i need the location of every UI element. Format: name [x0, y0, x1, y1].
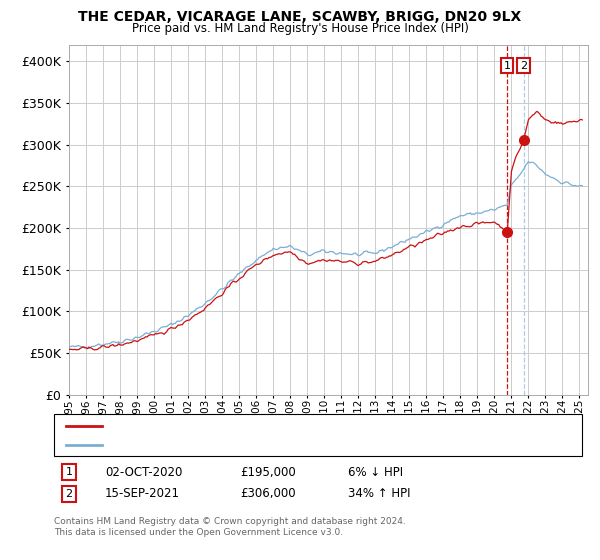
- Text: £306,000: £306,000: [240, 487, 296, 501]
- Text: THE CEDAR, VICARAGE LANE, SCAWBY, BRIGG, DN20 9LX (detached house): THE CEDAR, VICARAGE LANE, SCAWBY, BRIGG,…: [108, 421, 502, 431]
- Text: 2: 2: [65, 489, 73, 499]
- Text: 1: 1: [503, 60, 511, 71]
- Text: 15-SEP-2021: 15-SEP-2021: [105, 487, 180, 501]
- Text: 02-OCT-2020: 02-OCT-2020: [105, 465, 182, 479]
- Text: THE CEDAR, VICARAGE LANE, SCAWBY, BRIGG, DN20 9LX: THE CEDAR, VICARAGE LANE, SCAWBY, BRIGG,…: [79, 10, 521, 24]
- Text: £195,000: £195,000: [240, 465, 296, 479]
- Text: 6% ↓ HPI: 6% ↓ HPI: [348, 465, 403, 479]
- Text: 34% ↑ HPI: 34% ↑ HPI: [348, 487, 410, 501]
- Text: Contains HM Land Registry data © Crown copyright and database right 2024.
This d: Contains HM Land Registry data © Crown c…: [54, 517, 406, 537]
- Text: HPI: Average price, detached house, North Lincolnshire: HPI: Average price, detached house, Nort…: [108, 440, 396, 450]
- Text: 1: 1: [65, 467, 73, 477]
- Text: 2: 2: [520, 60, 527, 71]
- Text: Price paid vs. HM Land Registry's House Price Index (HPI): Price paid vs. HM Land Registry's House …: [131, 22, 469, 35]
